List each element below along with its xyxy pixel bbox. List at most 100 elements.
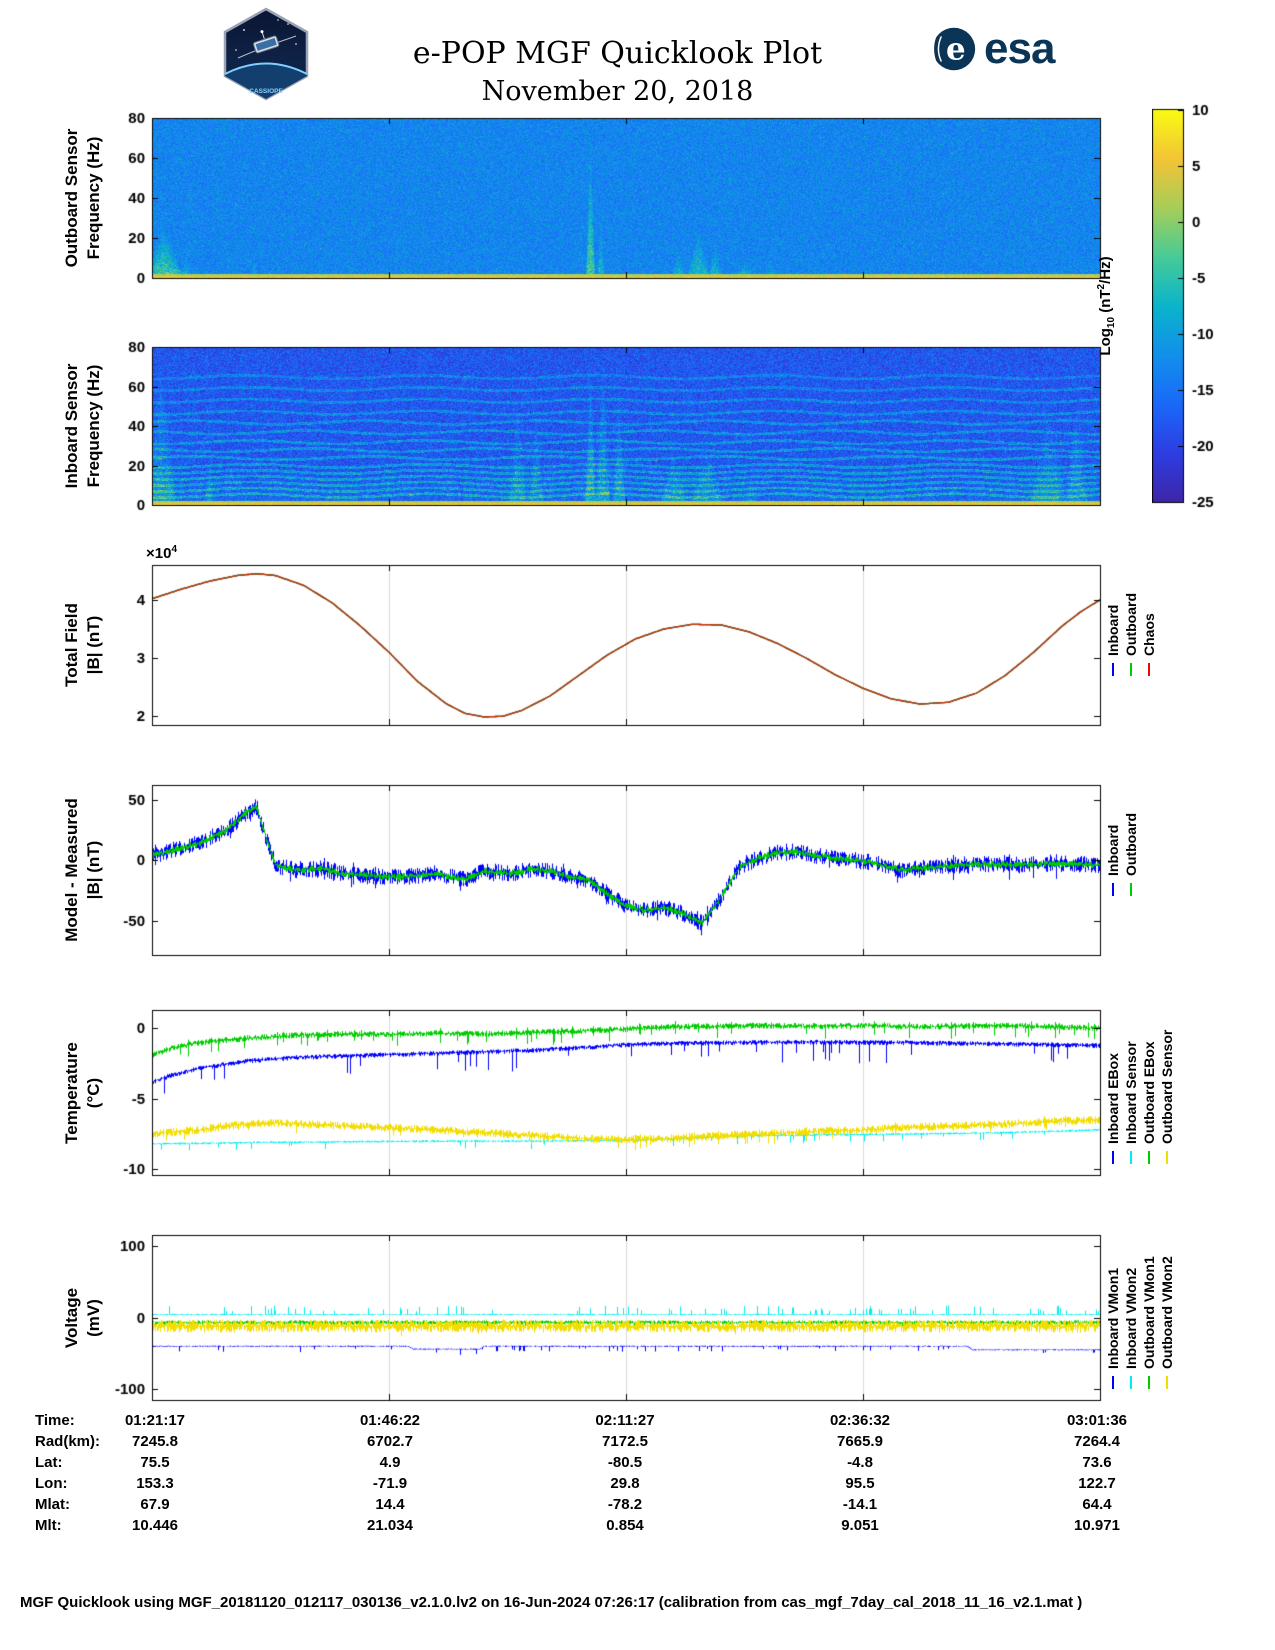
legend-color-mark: [1148, 663, 1150, 676]
legend-label: Inboard EBox: [1105, 1052, 1121, 1144]
table-row-label: Time:: [35, 1412, 75, 1429]
table-cell: 21.034: [367, 1517, 413, 1534]
legend-label: Outboard Sensor: [1159, 1029, 1175, 1144]
legend-item-inboard-ebox: Inboard EBox: [1105, 1016, 1121, 1164]
legend-item-inboard-sensor: Inboard Sensor: [1123, 1016, 1139, 1164]
ylabel-line: Total Field: [62, 603, 81, 687]
table-cell: 7245.8: [132, 1433, 178, 1450]
legend-color-mark: [1130, 883, 1132, 896]
table-cell: 67.9: [140, 1496, 170, 1513]
table-row-label: Mlat:: [35, 1496, 70, 1513]
table-cell: 153.3: [136, 1475, 174, 1492]
table-cell: 7264.4: [1074, 1433, 1120, 1450]
table-row-mlt: Mlt: 10.446 21.034 0.854 9.051 10.971: [0, 1517, 1275, 1538]
legend-color-mark: [1112, 883, 1114, 896]
cassiope-mission-logo: CASSIOPE: [218, 6, 314, 102]
legend-item-chaos: Chaos: [1141, 576, 1157, 676]
table-cell: 01:46:22: [359, 1412, 421, 1429]
colorbar-label-sub: 10: [1106, 316, 1117, 329]
cassiope-logo-text: CASSIOPE: [249, 88, 283, 95]
satellite-icon: [253, 30, 280, 54]
table-cell: 03:01:36: [1066, 1412, 1128, 1429]
legend-color-mark: [1112, 1151, 1114, 1164]
table-cell: 7665.9: [837, 1433, 883, 1450]
table-cell: 73.6: [1082, 1454, 1112, 1471]
legend-color-mark: [1130, 1151, 1132, 1164]
table-cell: 75.5: [140, 1454, 170, 1471]
ylabel-line: Inboard Sensor: [62, 363, 81, 489]
ylabel-line: Voltage: [62, 1287, 81, 1348]
scale-exp: 4: [171, 544, 178, 555]
table-row-label: Rad(km):: [35, 1433, 101, 1450]
svg-text:e: e: [946, 32, 966, 68]
table-cell: 14.4: [375, 1496, 405, 1513]
legend-color-mark: [1166, 1151, 1168, 1164]
table-cell: 7172.5: [602, 1433, 648, 1450]
table-cell: 29.8: [610, 1475, 640, 1492]
legend-item-outboard-vmon2: Outboard VMon2: [1159, 1241, 1175, 1389]
legend-color-mark: [1148, 1151, 1150, 1164]
colorbar-label-sup: 2: [1096, 283, 1107, 290]
colorbar-label-mid: (nT: [1097, 289, 1114, 317]
page-title: e-POP MGF Quicklook Plot: [412, 36, 823, 71]
table-cell: -71.9: [372, 1475, 408, 1492]
colorbar: [1152, 102, 1230, 512]
colorbar-label-end: /Hz): [1097, 256, 1114, 284]
ephemeris-table: Time: 01:21:17 01:46:22 02:11:27 02:36:32 03:…: [0, 1412, 1275, 1544]
table-cell: 4.9: [379, 1454, 401, 1471]
legend-item-outboard: Outboard: [1123, 576, 1139, 676]
table-cell: -14.1: [842, 1496, 878, 1513]
ylabel-line: Model - Measured: [62, 798, 81, 942]
legend-color-mark: [1148, 1376, 1150, 1389]
legend-label: Outboard: [1123, 593, 1139, 656]
colorbar-label: Log10 (nT2/Hz): [1094, 110, 1120, 502]
legend-label: Chaos: [1141, 613, 1157, 656]
legend-item-outboard: Outboard: [1123, 796, 1139, 896]
ylabel-line: Temperature: [62, 1041, 81, 1144]
voltage-canvas: [92, 1221, 1106, 1414]
table-row-lat: Lat: 75.5 4.9 -80.5 -4.8 73.6: [0, 1454, 1275, 1475]
model-measured-canvas: [92, 771, 1106, 969]
table-cell: 9.051: [841, 1517, 879, 1534]
esa-logo: e esa: [922, 20, 1055, 78]
table-cell: -80.5: [607, 1454, 643, 1471]
table-cell: 95.5: [845, 1475, 875, 1492]
table-cell: 01:21:17: [124, 1412, 186, 1429]
legend-label: Inboard: [1105, 824, 1121, 876]
inboard-spectrogram-canvas: [92, 333, 1106, 519]
legend-item-outboard-vmon1: Outboard VMon1: [1141, 1241, 1157, 1389]
voltage-legend: Inboard VMon1 Inboard VMon2 Outboard VMon1…: [1105, 1237, 1175, 1406]
table-row-radkm: Rad(km): 7245.8 6702.7 7172.5 7665.9 7264.4: [0, 1433, 1275, 1454]
legend-color-mark: [1130, 663, 1132, 676]
table-cell: 10.971: [1074, 1517, 1120, 1534]
table-cell: 122.7: [1078, 1475, 1116, 1492]
table-row-label: Mlt:: [35, 1517, 62, 1534]
temperature-legend: Inboard EBox Inboard Sensor Outboard EBox O…: [1105, 1012, 1175, 1181]
table-row-label: Lon:: [35, 1475, 68, 1492]
table-cell: 64.4: [1082, 1496, 1112, 1513]
footer-provenance-text: MGF Quicklook using MGF_20181120_012117_…: [20, 1594, 1083, 1611]
table-cell: 0.854: [606, 1517, 644, 1534]
legend-color-mark: [1166, 1376, 1168, 1389]
legend-label: Outboard: [1123, 813, 1139, 876]
legend-label: Outboard EBox: [1141, 1041, 1157, 1144]
table-row-label: Lat:: [35, 1454, 63, 1471]
legend-color-mark: [1112, 1376, 1114, 1389]
legend-color-mark: [1112, 663, 1114, 676]
table-cell: -4.8: [847, 1454, 873, 1471]
legend-item-inboard-vmon2: Inboard VMon2: [1123, 1241, 1139, 1389]
total-field-legend: Inboard Outboard Chaos: [1105, 568, 1175, 736]
legend-label: Outboard VMon1: [1141, 1256, 1157, 1369]
legend-label: Outboard VMon2: [1159, 1256, 1175, 1369]
esa-emblem-icon: e: [932, 27, 976, 71]
outboard-spectrogram-canvas: [92, 104, 1106, 292]
table-cell: 02:11:27: [595, 1412, 655, 1429]
temperature-canvas: [92, 996, 1106, 1189]
ylabel-line: Outboard Sensor: [62, 128, 81, 268]
page-date: November 20, 2018: [481, 76, 754, 107]
model-measured-legend: Inboard Outboard: [1105, 788, 1175, 966]
legend-label: Inboard: [1105, 604, 1121, 656]
legend-label: Inboard VMon1: [1105, 1267, 1121, 1369]
legend-item-inboard-vmon1: Inboard VMon1: [1105, 1241, 1121, 1389]
